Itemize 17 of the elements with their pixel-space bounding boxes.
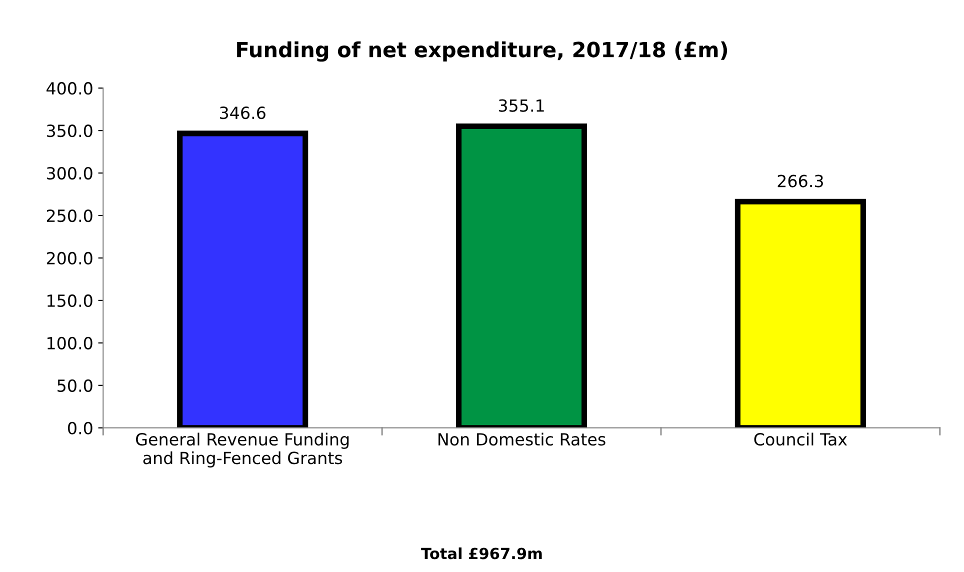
x-tick-label: General Revenue Funding and Ring-Fenced Grants [136, 432, 349, 468]
chart-title: Funding of net expenditure, 2017/18 (£m) [237, 41, 728, 62]
data-label: 355.1 [498, 99, 544, 112]
data-label: 346.6 [220, 106, 266, 120]
y-tick-label: 0.0 [68, 422, 92, 434]
y-tick-label: 100.0 [48, 336, 92, 350]
y-tick-label: 350.0 [46, 124, 92, 138]
y-tick-label: 400.0 [46, 82, 92, 95]
y-tick-label: 150.0 [48, 294, 92, 308]
y-tick-label: 50.0 [58, 379, 92, 392]
x-tick-label: Non Domestic Rates [438, 432, 606, 446]
x-tick-label: Council Tax [754, 432, 847, 446]
y-tick-label: 250.0 [46, 209, 92, 222]
data-label: 266.3 [778, 174, 823, 188]
y-tick-label: 300.0 [46, 166, 92, 180]
y-tick-label: 200.0 [46, 252, 92, 265]
text: Total £967.9m [421, 547, 542, 560]
